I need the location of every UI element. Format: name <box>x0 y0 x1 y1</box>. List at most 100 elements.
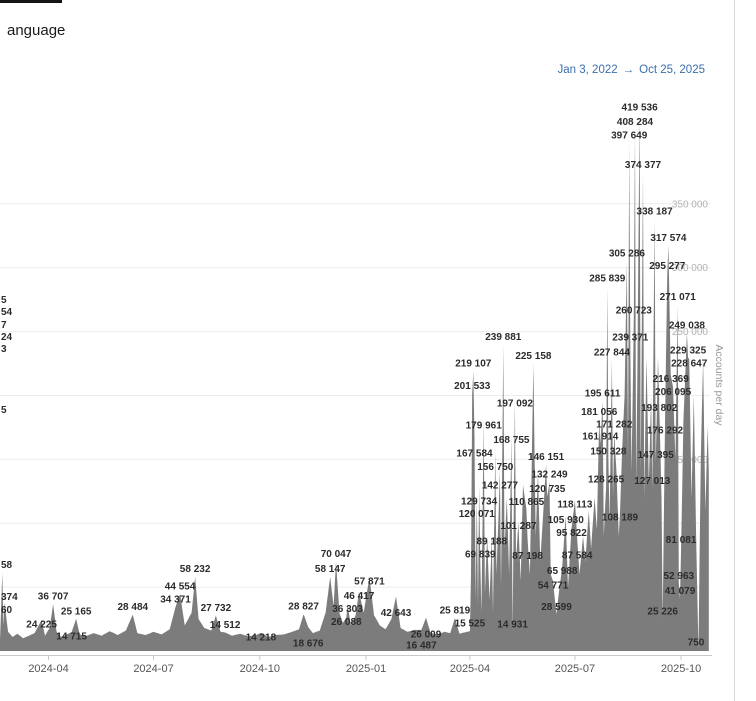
clipped-point-label: 374 <box>1 592 18 603</box>
point-label: 408 284 <box>617 117 654 128</box>
point-label: 195 611 <box>585 389 621 400</box>
point-label: 216 369 <box>653 374 690 385</box>
arrow-right-icon: → <box>622 64 635 76</box>
x-axis-tick-label: 2024-04 <box>28 663 68 675</box>
clipped-point-label: 58 <box>1 560 13 571</box>
date-range-end[interactable]: Oct 25, 2025 <box>639 64 705 76</box>
point-label: 120 071 <box>459 509 496 520</box>
point-label: 219 107 <box>455 359 492 370</box>
point-label: 150 328 <box>590 446 627 457</box>
clipped-point-label: 3 <box>1 344 7 355</box>
date-range-start[interactable]: Jan 3, 2022 <box>557 64 618 76</box>
point-label: 87 198 <box>512 551 543 562</box>
clipped-point-label: 54 <box>1 307 13 318</box>
point-label: 27 732 <box>201 603 232 614</box>
point-label: 146 151 <box>528 452 565 463</box>
point-label: 206 095 <box>655 387 692 398</box>
point-label: 58 232 <box>180 564 211 575</box>
point-label: 89 188 <box>477 537 508 548</box>
clipped-point-label: 60 <box>1 605 13 616</box>
point-label: 181 056 <box>581 407 618 418</box>
point-label: 142 277 <box>482 481 519 492</box>
point-label: 26 009 <box>411 629 442 640</box>
point-label: 167 584 <box>456 448 493 459</box>
point-label: 285 839 <box>589 273 626 284</box>
point-label: 14 218 <box>246 632 277 643</box>
point-label: 42 643 <box>381 608 412 619</box>
point-label: 58 147 <box>315 564 346 575</box>
point-label: 69 839 <box>465 549 496 560</box>
point-label: 34 371 <box>160 595 191 606</box>
point-label: 44 554 <box>165 582 196 593</box>
point-label: 14 931 <box>497 619 528 630</box>
point-label: 25 226 <box>647 606 678 617</box>
point-label: 26 088 <box>331 617 362 628</box>
point-label: 179 961 <box>466 421 503 432</box>
point-label: 171 282 <box>596 420 633 431</box>
point-label: 54 771 <box>538 581 569 592</box>
page-right-border <box>734 0 735 701</box>
language-label-clipped: anguage <box>7 22 66 39</box>
point-label: 110 865 <box>509 497 545 508</box>
point-label: 201 533 <box>454 381 491 392</box>
clipped-point-label: 24 <box>1 332 13 343</box>
point-label: 374 377 <box>625 160 662 171</box>
point-label: 147 395 <box>638 450 675 461</box>
point-label: 41 079 <box>665 586 696 597</box>
point-label: 228 647 <box>671 358 708 369</box>
point-label: 317 574 <box>650 233 687 244</box>
point-label: 16 487 <box>406 641 437 652</box>
point-label: 397 649 <box>611 130 648 141</box>
point-label: 239 371 <box>612 333 649 344</box>
point-label: 305 286 <box>609 249 646 260</box>
point-label: 127 013 <box>634 476 671 487</box>
point-label: 28 599 <box>541 602 572 613</box>
point-label: 18 676 <box>293 639 324 650</box>
point-label: 295 277 <box>649 261 686 272</box>
point-label: 128 265 <box>588 475 625 486</box>
clipped-point-label: 5 <box>1 405 7 416</box>
point-label: 52 963 <box>664 571 695 582</box>
point-label: 168 755 <box>493 435 530 446</box>
point-label: 129 734 <box>461 497 498 508</box>
x-axis-tick-label: 2025-07 <box>555 663 595 675</box>
point-label: 249 038 <box>669 320 706 331</box>
point-label: 419 536 <box>622 103 659 114</box>
point-label: 36 303 <box>332 604 363 615</box>
x-axis-tick-label: 2024-10 <box>240 663 280 675</box>
point-label: 95 822 <box>556 528 587 539</box>
point-label: 271 071 <box>660 292 697 303</box>
point-label: 227 844 <box>594 347 631 358</box>
point-label: 156 750 <box>477 462 514 473</box>
x-axis-tick-label: 2025-10 <box>661 663 701 675</box>
point-label: 24 225 <box>26 620 57 631</box>
point-label: 87 584 <box>562 551 593 562</box>
point-label: 193 802 <box>641 403 678 414</box>
point-label: 46 417 <box>344 591 375 602</box>
point-label: 176 292 <box>647 425 684 436</box>
x-axis-tick-label: 2025-01 <box>346 663 386 675</box>
point-label: 28 484 <box>118 602 149 613</box>
accounts-area-series <box>0 115 709 651</box>
point-label: 750 <box>688 638 705 649</box>
clipped-point-label: 7 <box>1 320 7 331</box>
point-label: 70 047 <box>321 549 352 560</box>
point-label: 25 819 <box>440 606 471 617</box>
point-label: 81 081 <box>666 535 697 546</box>
point-label: 338 187 <box>637 206 674 217</box>
point-label: 161 914 <box>582 432 619 443</box>
y-axis-label: 350 000 <box>672 199 709 210</box>
point-label: 197 092 <box>497 399 534 410</box>
x-axis-tick-label: 2024-07 <box>133 663 173 675</box>
point-label: 105 930 <box>548 515 585 526</box>
point-label: 25 165 <box>61 606 92 617</box>
point-label: 132 249 <box>531 470 568 481</box>
point-label: 28 827 <box>288 602 319 613</box>
point-label: 14 512 <box>210 620 241 631</box>
date-range-control[interactable]: Jan 3, 2022 → Oct 25, 2025 <box>558 64 705 76</box>
point-label: 239 881 <box>485 332 522 343</box>
point-label: 36 707 <box>38 592 69 603</box>
point-label: 108 189 <box>602 512 639 523</box>
